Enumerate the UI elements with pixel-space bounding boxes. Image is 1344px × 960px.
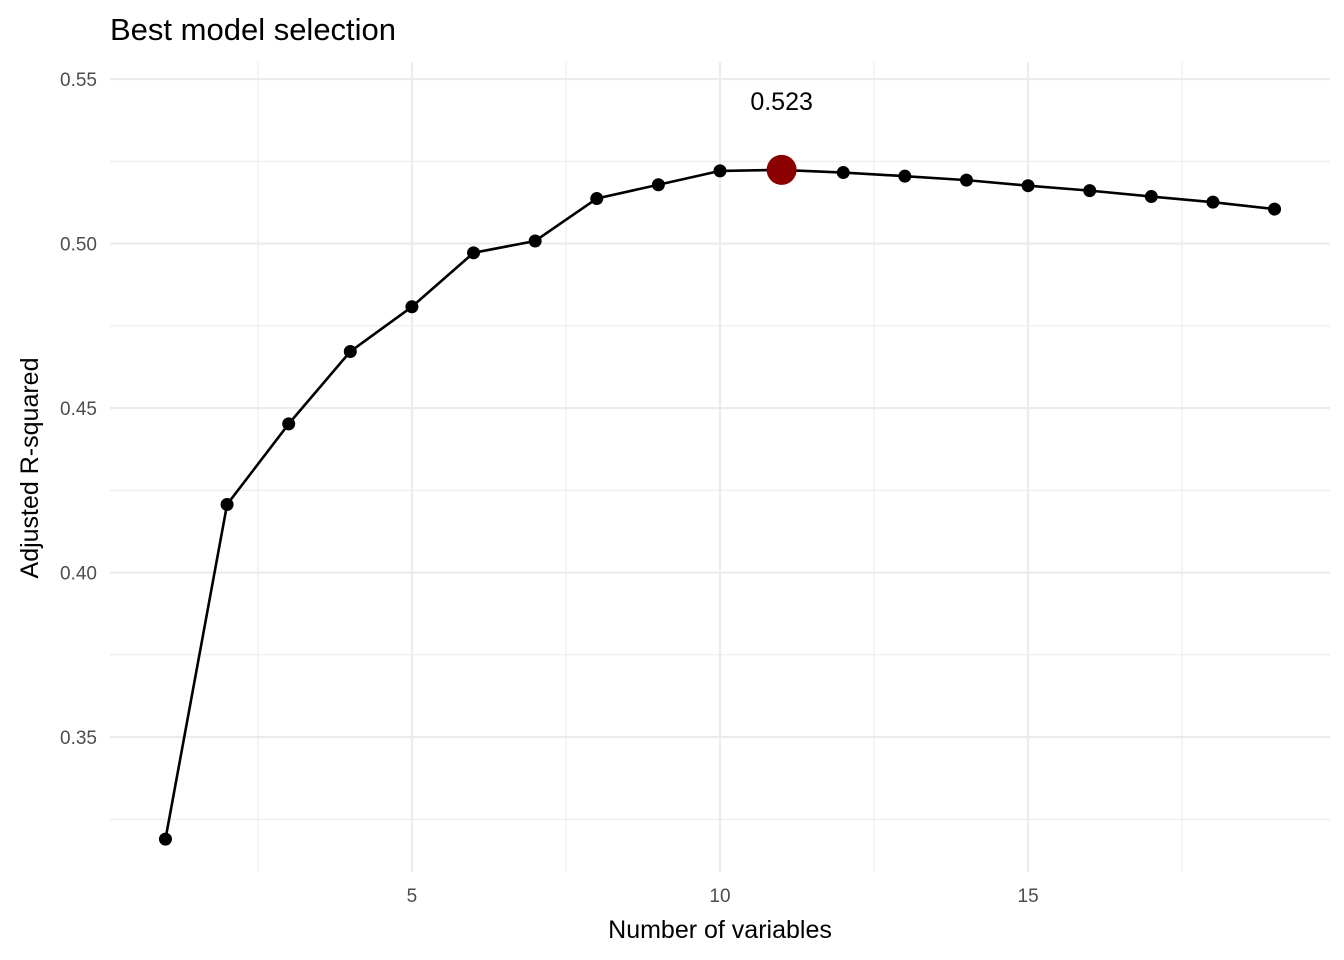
x-axis-title: Number of variables bbox=[608, 916, 832, 944]
grid bbox=[110, 62, 1330, 872]
y-tick-label: 0.45 bbox=[60, 399, 97, 420]
data-point bbox=[836, 166, 850, 180]
data-point bbox=[1144, 190, 1158, 204]
y-tick-label: 0.40 bbox=[60, 564, 97, 585]
y-axis-title: Adjusted R-squared bbox=[16, 358, 44, 579]
data-point bbox=[713, 164, 727, 178]
data-point bbox=[898, 169, 912, 183]
y-tick-label: 0.35 bbox=[60, 728, 97, 749]
data-point bbox=[405, 300, 419, 314]
data-point bbox=[158, 832, 172, 846]
data-point bbox=[528, 234, 542, 248]
data-point bbox=[1268, 202, 1282, 216]
data-point bbox=[1083, 184, 1097, 198]
data-point bbox=[1021, 179, 1035, 193]
x-tick-label: 10 bbox=[709, 886, 730, 907]
data-point bbox=[467, 246, 481, 260]
annotations: 0.523 bbox=[750, 88, 813, 185]
x-tick-label: 15 bbox=[1018, 886, 1039, 907]
chart-title: Best model selection bbox=[110, 12, 396, 47]
data-point bbox=[959, 173, 973, 187]
best-value-label: 0.523 bbox=[750, 88, 813, 116]
data-point bbox=[220, 498, 234, 512]
series bbox=[158, 163, 1282, 846]
axis-ticks: 5 10 15 0.35 0.40 0.45 0.50 0.55 bbox=[60, 70, 1039, 907]
y-tick-label: 0.55 bbox=[60, 70, 97, 91]
best-point-marker bbox=[766, 154, 797, 185]
data-point bbox=[651, 178, 665, 192]
y-tick-label: 0.50 bbox=[60, 235, 97, 256]
data-point bbox=[282, 417, 296, 431]
data-point bbox=[343, 345, 357, 359]
data-point bbox=[590, 192, 604, 206]
data-point bbox=[1206, 195, 1220, 209]
x-tick-label: 5 bbox=[407, 886, 418, 907]
